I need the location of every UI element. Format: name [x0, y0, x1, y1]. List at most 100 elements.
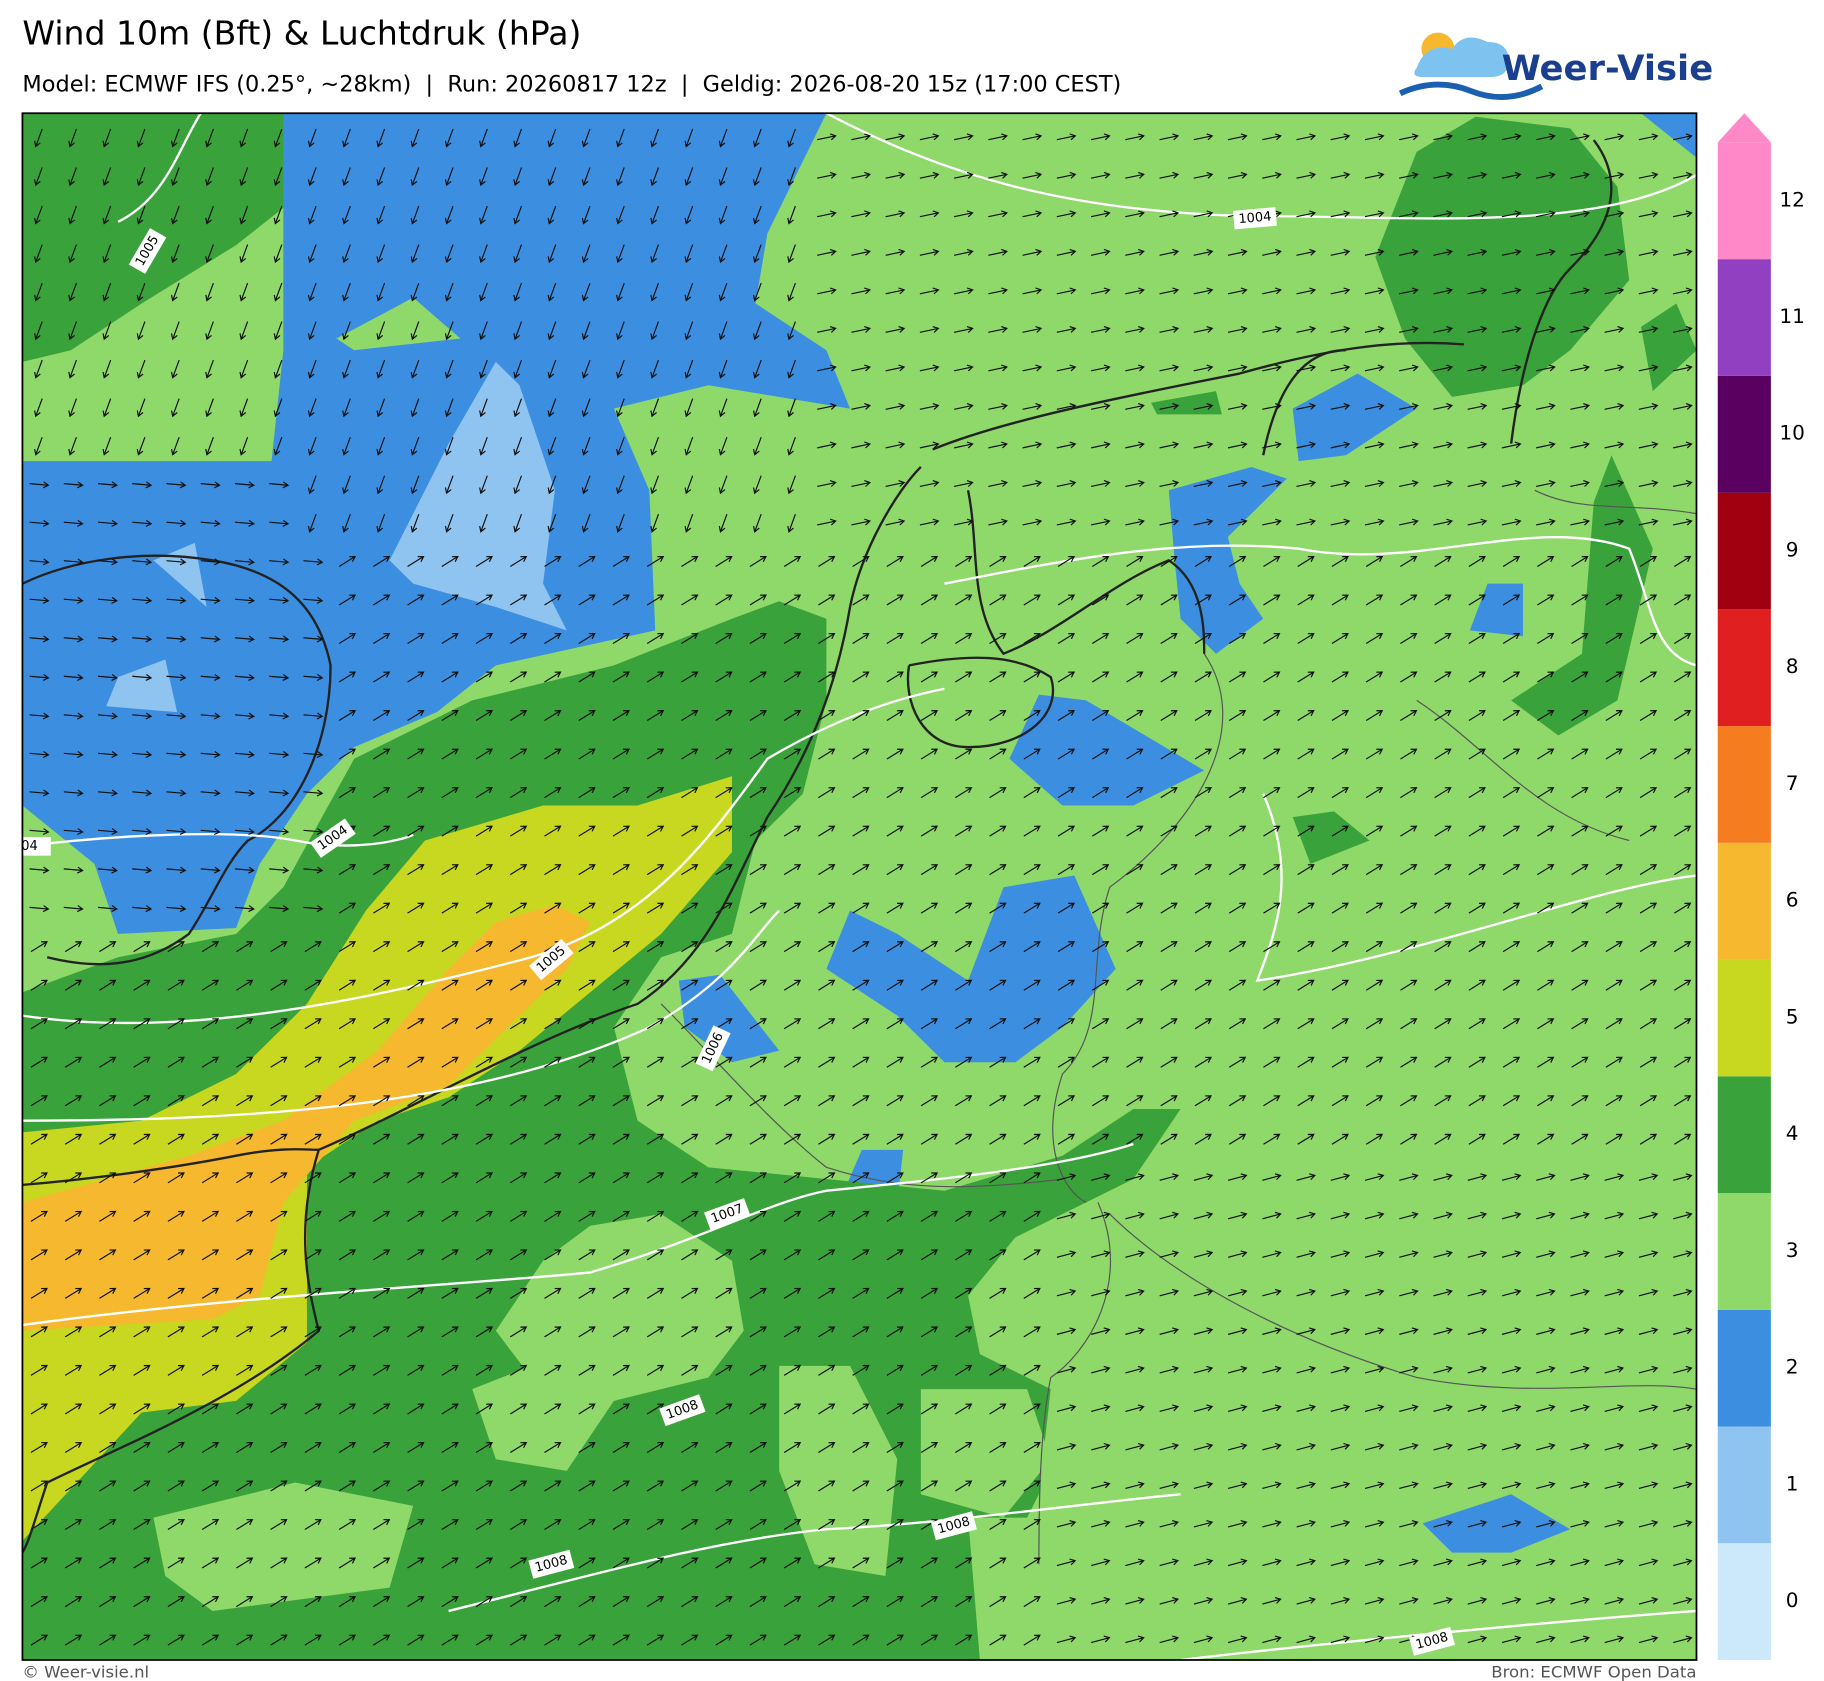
wind-arrow	[201, 1018, 220, 1030]
wind-arrow	[99, 979, 117, 991]
wind-arrow	[1434, 1056, 1452, 1068]
wind-arrow	[34, 128, 43, 148]
wind-arrow	[1536, 518, 1556, 526]
wind-arrow	[1331, 1018, 1349, 1030]
wind-arrow	[1296, 1519, 1316, 1528]
wind-arrow	[270, 1480, 288, 1492]
wind-arrow	[1536, 364, 1556, 372]
wind-arrow	[953, 171, 974, 179]
wind-arrow	[1638, 1173, 1659, 1181]
wind-arrow	[1125, 1211, 1145, 1220]
wind-arrow	[1364, 1442, 1385, 1451]
wind-arrow	[1674, 555, 1692, 567]
wind-arrow	[1125, 403, 1145, 410]
wind-arrow	[64, 1287, 83, 1299]
wind-arrow	[1262, 403, 1282, 410]
wind-arrow	[955, 902, 973, 914]
wind-arrow	[1159, 248, 1180, 256]
wind-arrow	[166, 481, 187, 489]
wind-arrow	[1091, 902, 1110, 914]
wind-arrow	[1227, 1365, 1248, 1374]
wind-arrow	[1570, 1365, 1590, 1374]
wind-arrow	[509, 594, 528, 606]
wind-arrow	[646, 671, 665, 683]
wind-arrow	[783, 1095, 802, 1107]
wind-arrow	[1227, 1597, 1248, 1605]
wind-arrow	[509, 1095, 528, 1107]
wind-arrow	[1125, 1481, 1145, 1490]
colorbar-label: 5	[1786, 1005, 1799, 1029]
wind-arrow	[749, 1403, 767, 1415]
wind-arrow	[818, 1403, 836, 1415]
wind-arrow	[1297, 555, 1315, 567]
wind-arrow	[1057, 979, 1076, 991]
wind-arrow	[715, 1634, 733, 1646]
wind-arrow	[749, 1596, 767, 1608]
wind-arrow	[1331, 632, 1349, 644]
wind-arrow	[612, 1095, 630, 1107]
wind-arrow	[852, 825, 870, 837]
wind-arrow	[1501, 1173, 1522, 1181]
wind-arrow	[1639, 594, 1658, 606]
wind-arrow	[1194, 748, 1212, 760]
wind-arrow	[581, 128, 591, 148]
wind-arrow	[885, 518, 906, 526]
map-area: 1005100410040410051006100710081008100810…	[21, 113, 1697, 1660]
wind-arrow	[989, 710, 1007, 722]
wind-arrow	[1365, 555, 1384, 567]
isobar-label-box	[704, 1198, 751, 1231]
isobar-label-text: 04	[21, 839, 38, 854]
wind-arrow	[1160, 864, 1178, 876]
coastline	[22, 1148, 321, 1554]
wind-arrow	[509, 825, 528, 837]
wind-arrow	[407, 1172, 425, 1184]
wind-arrow	[1262, 441, 1282, 449]
wind-arrow	[304, 1249, 322, 1261]
wind-arrow	[1262, 1250, 1282, 1258]
wind-arrow	[513, 167, 523, 187]
wind-arrow	[1330, 1404, 1351, 1412]
wind-arrow	[544, 1133, 562, 1145]
wind-arrow	[989, 864, 1007, 876]
wind-arrow	[1672, 441, 1693, 449]
wind-arrow	[273, 359, 283, 379]
wind-arrow	[1159, 1558, 1180, 1567]
wind-arrow	[1056, 1481, 1077, 1490]
wind-arrow	[170, 128, 180, 148]
wind-arrow	[509, 1326, 528, 1338]
wind-arrow	[1433, 1327, 1453, 1335]
wind-arrow	[1502, 979, 1521, 991]
wind-arrow	[1571, 710, 1589, 722]
wind-arrow	[818, 1441, 836, 1453]
wind-arrow	[1399, 1288, 1419, 1297]
wind-arrow	[29, 789, 50, 797]
wind-arrow	[544, 1172, 562, 1184]
wind-arrow	[1194, 594, 1212, 606]
wind-arrow	[307, 475, 317, 495]
wind-arrow	[1639, 941, 1658, 953]
wind-arrow	[1228, 594, 1247, 606]
wind-arrow	[475, 594, 494, 606]
wind-arrow	[817, 171, 837, 179]
wind-arrow	[783, 1403, 802, 1415]
wind-arrow	[1227, 1442, 1248, 1451]
wind-arrow	[1674, 1133, 1692, 1145]
wind-arrow	[581, 282, 591, 302]
wind-arrow	[132, 558, 153, 566]
wind-arrow	[373, 1596, 391, 1608]
wind-arrow	[1228, 1095, 1247, 1107]
wind-arrow	[1297, 825, 1315, 837]
wind-arrow	[749, 1056, 767, 1068]
wind-arrow	[749, 632, 767, 644]
wind-arrow	[1468, 594, 1486, 606]
wind-arrow	[1400, 671, 1418, 683]
wind-arrow	[1263, 594, 1281, 606]
wind-arrow	[1399, 248, 1419, 256]
wind-arrow	[1091, 1481, 1111, 1490]
wind-arrow	[30, 1364, 48, 1376]
wind-arrow	[886, 1210, 904, 1222]
wind-arrow	[444, 128, 454, 148]
wind-arrow	[989, 941, 1007, 953]
wind-arrow	[1502, 825, 1521, 837]
wind-arrow	[1090, 171, 1111, 179]
